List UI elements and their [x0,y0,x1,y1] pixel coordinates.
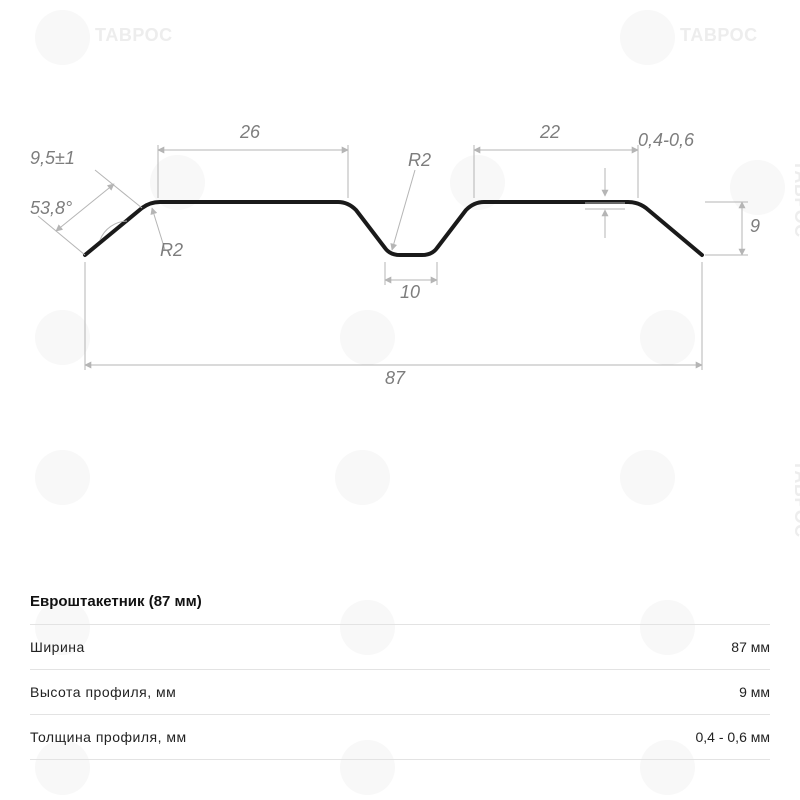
dim-valley: 10 [400,282,420,303]
watermark: ТАВРОС [790,160,800,238]
watermark: ТАВРОС [790,460,800,538]
spec-label: Толщина профиля, мм [30,729,187,745]
spec-label: Высота профиля, мм [30,684,176,700]
watermark: ТАВРОС [680,25,758,46]
dim-height: 9 [750,216,760,237]
dim-overall: 87 [385,368,405,389]
spec-value: 87 мм [731,639,770,655]
spec-row: Толщина профиля, мм 0,4 - 0,6 мм [30,715,770,760]
dim-top-left: 26 [240,122,260,143]
dim-radius-left: R2 [160,240,183,261]
dim-thickness: 0,4-0,6 [638,130,694,151]
spec-row: Высота профиля, мм 9 мм [30,670,770,715]
spec-value: 0,4 - 0,6 мм [695,729,770,745]
dim-angle: 53,8° [30,198,72,219]
dim-top-right: 22 [540,122,560,143]
spec-row: Ширина 87 мм [30,625,770,670]
spec-value: 9 мм [739,684,770,700]
profile-diagram: 26 22 0,4-0,6 9,5±1 53,8° R2 R2 10 9 87 [30,90,770,390]
dim-left-edge: 9,5±1 [30,148,75,169]
watermark: ТАВРОС [95,25,173,46]
spec-table: Евроштакетник (87 мм) Ширина 87 мм Высот… [30,593,770,760]
spec-label: Ширина [30,639,85,655]
spec-title: Евроштакетник (87 мм) [30,593,770,625]
dim-radius-mid: R2 [408,150,431,171]
